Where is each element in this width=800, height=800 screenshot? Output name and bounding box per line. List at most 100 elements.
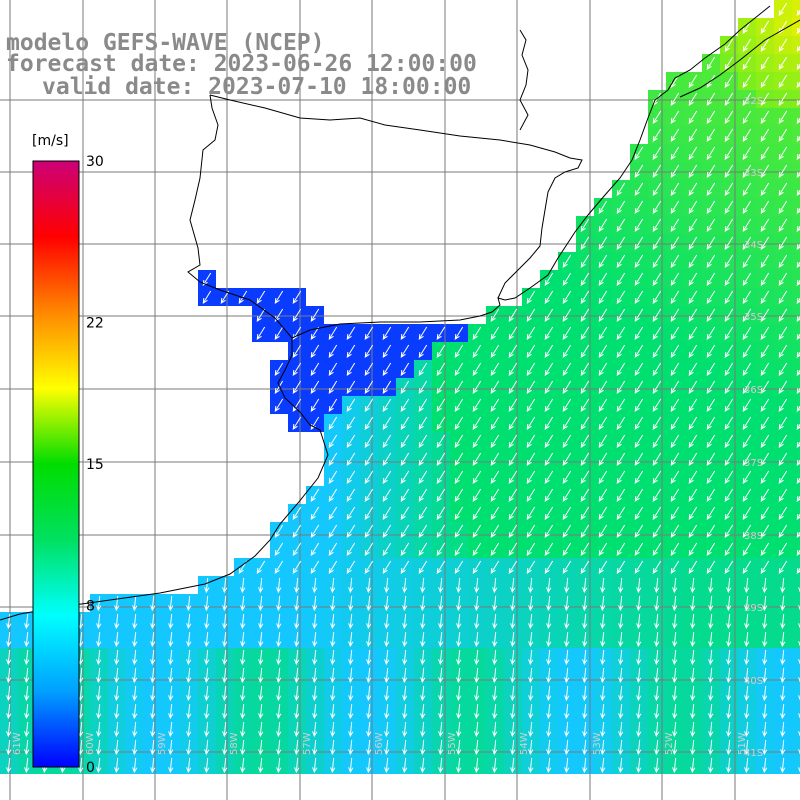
wind-arrow (492, 595, 498, 612)
wind-arrow (150, 685, 156, 702)
wind-arrow (258, 595, 264, 612)
wind-arrow (742, 344, 752, 358)
wind-arrow (634, 488, 644, 502)
wind-arrow (492, 631, 498, 648)
wind-arrow (346, 506, 356, 520)
wind-arrow (742, 254, 752, 268)
wind-cell (792, 324, 800, 342)
wind-arrow (366, 595, 372, 612)
wind-arrow (294, 613, 300, 630)
wind-arrow (418, 344, 428, 358)
wind-arrow (634, 416, 644, 430)
wind-arrow (274, 308, 284, 322)
wind-cell (792, 360, 800, 378)
wind-arrow (546, 685, 552, 702)
wind-arrow (438, 703, 444, 720)
wind-arrow (546, 613, 552, 630)
wind-arrow (400, 344, 410, 358)
wind-arrow (796, 117, 800, 124)
wind-arrow (670, 218, 680, 232)
wind-arrow (328, 326, 338, 340)
wind-arrow (582, 595, 588, 612)
wind-arrow (276, 703, 282, 720)
wind-arrow (490, 380, 500, 394)
wind-arrow (742, 560, 752, 574)
wind-arrow (600, 631, 606, 648)
wind-arrow (132, 667, 138, 684)
wind-arrow (598, 308, 608, 322)
wind-arrow (292, 398, 302, 412)
wind-arrow (526, 542, 536, 556)
wind-arrow (328, 506, 338, 520)
wind-arrow (454, 524, 464, 538)
wind-arrow (618, 739, 624, 756)
wind-arrow (274, 290, 284, 304)
wind-arrow (420, 667, 426, 684)
wind-arrow (796, 477, 800, 484)
wind-arrow (652, 308, 662, 322)
wind-arrow (384, 595, 390, 612)
wind-arrow (346, 326, 356, 340)
wind-arrow (652, 344, 662, 358)
wind-arrow (240, 739, 246, 756)
wind-arrow (454, 416, 464, 430)
wind-arrow (114, 595, 120, 612)
wind-arrow (384, 613, 390, 630)
wind-arrow (294, 757, 300, 774)
wind-arrow (24, 631, 30, 648)
wind-arrow (526, 470, 536, 484)
wind-arrow (688, 182, 698, 196)
wind-arrow (436, 506, 446, 520)
wind-arrow (454, 452, 464, 466)
wind-cell (792, 216, 800, 234)
wind-arrow (688, 560, 698, 574)
wind-arrow (168, 613, 174, 630)
wind-arrow (726, 595, 732, 612)
wind-arrow (348, 757, 354, 774)
wind-arrow (796, 423, 800, 430)
coastline (0, 5, 800, 621)
wind-cell (792, 378, 800, 396)
wind-arrow (294, 739, 300, 756)
wind-arrow (670, 110, 680, 124)
wind-arrow (150, 757, 156, 774)
wind-arrow (508, 380, 518, 394)
wind-arrow (526, 524, 536, 538)
wind-arrow (132, 595, 138, 612)
wind-arrow (328, 542, 338, 556)
wind-arrow (310, 362, 320, 376)
wind-arrow (328, 380, 338, 394)
wind-arrow (544, 470, 554, 484)
wind-arrow (384, 577, 390, 594)
wind-arrow (294, 685, 300, 702)
wind-arrow (652, 452, 662, 466)
wind-arrow (618, 577, 624, 594)
wind-arrow (186, 649, 192, 666)
wind-arrow (670, 272, 680, 286)
wind-arrow (616, 560, 626, 574)
wind-arrow (544, 524, 554, 538)
wind-arrow (96, 757, 102, 774)
wind-arrow (418, 452, 428, 466)
wind-arrow (292, 362, 302, 376)
wind-arrow (436, 326, 446, 340)
wind-arrow (364, 416, 374, 430)
wind-arrow (688, 524, 698, 538)
wind-cell (792, 180, 800, 198)
wind-arrow (796, 81, 800, 88)
wind-arrow (346, 434, 356, 448)
wind-arrow (402, 577, 408, 594)
wind-arrow (724, 92, 734, 106)
wind-arrow (222, 613, 228, 630)
wind-arrow (742, 56, 752, 70)
wind-arrow (474, 757, 480, 774)
wind-arrow (96, 703, 102, 720)
wind-arrow (436, 380, 446, 394)
wind-arrow (670, 560, 680, 574)
wind-arrow (472, 416, 482, 430)
wind-arrow (256, 290, 266, 304)
wind-arrow (526, 434, 536, 448)
wind-arrow (564, 667, 570, 684)
wind-arrow (312, 595, 318, 612)
